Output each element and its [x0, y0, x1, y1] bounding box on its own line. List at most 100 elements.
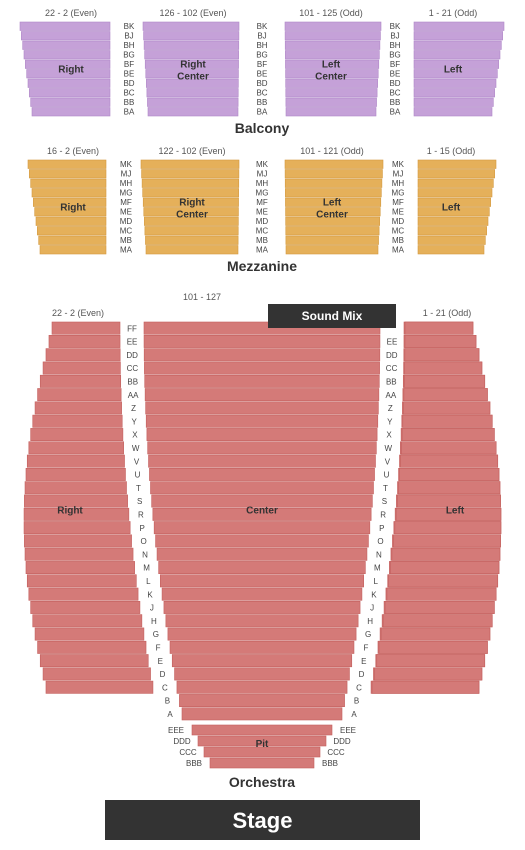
mezzanine-row[interactable] [142, 170, 239, 179]
balcony-row[interactable] [414, 51, 500, 60]
balcony-row[interactable] [286, 108, 376, 117]
orchestra-left-row[interactable] [390, 561, 499, 573]
mezzanine-row[interactable] [29, 170, 106, 179]
orchestra-right-row[interactable] [31, 428, 123, 440]
orchestra-right-row[interactable] [24, 535, 131, 547]
orchestra-center-row[interactable] [156, 535, 369, 547]
orchestra-left-row[interactable] [389, 575, 498, 587]
balcony-row[interactable] [414, 98, 493, 107]
orchestra-right-row[interactable] [27, 575, 136, 587]
mezzanine-row[interactable] [28, 160, 106, 169]
orchestra-left-row[interactable] [372, 681, 479, 693]
orchestra-center-row[interactable] [177, 681, 347, 693]
orchestra-right-row[interactable] [43, 362, 120, 374]
orchestra-center-row[interactable] [145, 389, 379, 401]
orchestra-center-row[interactable] [146, 415, 378, 427]
orchestra-left-row[interactable] [404, 389, 488, 401]
orchestra-right-row[interactable] [49, 335, 120, 347]
balcony-row[interactable] [414, 32, 503, 41]
orchestra-right-row[interactable] [27, 455, 124, 467]
orchestra-left-row[interactable] [377, 655, 485, 667]
mezzanine-row[interactable] [285, 189, 381, 198]
orchestra-center-row[interactable] [164, 601, 360, 613]
orchestra-right-row[interactable] [29, 442, 124, 454]
orchestra-left-row[interactable] [385, 601, 494, 613]
orchestra-center-row[interactable] [144, 349, 380, 361]
orchestra-center-row[interactable] [148, 442, 377, 454]
mezzanine-row[interactable] [418, 179, 493, 188]
pit-row[interactable] [210, 758, 314, 768]
balcony-row[interactable] [286, 89, 377, 98]
orchestra-center-row[interactable] [175, 668, 350, 680]
mezzanine-row[interactable] [285, 160, 383, 169]
mezzanine-row[interactable] [32, 189, 106, 198]
balcony-row[interactable] [31, 98, 110, 107]
balcony-row[interactable] [147, 98, 238, 107]
orchestra-left-row[interactable] [395, 522, 501, 534]
mezzanine-row[interactable] [39, 236, 106, 245]
orchestra-left-row[interactable] [398, 482, 499, 494]
mezzanine-row[interactable] [418, 170, 495, 179]
mezzanine-row[interactable] [37, 227, 106, 236]
orchestra-right-row[interactable] [52, 322, 120, 334]
orchestra-right-row[interactable] [40, 375, 120, 387]
orchestra-center-row[interactable] [162, 588, 362, 600]
balcony-row[interactable] [29, 89, 110, 98]
balcony-row[interactable] [143, 22, 239, 31]
balcony-row[interactable] [286, 98, 377, 107]
balcony-row[interactable] [414, 22, 504, 31]
mezzanine-row[interactable] [142, 179, 239, 188]
orchestra-left-row[interactable] [405, 349, 479, 361]
orchestra-right-row[interactable] [26, 561, 135, 573]
orchestra-center-row[interactable] [182, 708, 342, 720]
balcony-row[interactable] [414, 89, 495, 98]
mezzanine-row[interactable] [286, 246, 378, 255]
orchestra-right-row[interactable] [46, 349, 120, 361]
orchestra-right-row[interactable] [25, 548, 133, 560]
orchestra-right-row[interactable] [38, 641, 146, 653]
balcony-row[interactable] [147, 89, 238, 98]
mezzanine-row[interactable] [285, 170, 382, 179]
orchestra-left-row[interactable] [392, 548, 500, 560]
orchestra-center-row[interactable] [157, 548, 367, 560]
orchestra-left-row[interactable] [401, 442, 496, 454]
orchestra-center-row[interactable] [168, 628, 356, 640]
mezzanine-row[interactable] [286, 236, 379, 245]
orchestra-left-row[interactable] [405, 362, 482, 374]
orchestra-right-row[interactable] [24, 522, 130, 534]
mezzanine-row[interactable] [418, 246, 484, 255]
balcony-row[interactable] [145, 51, 239, 60]
balcony-row[interactable] [414, 108, 492, 117]
orchestra-right-row[interactable] [29, 588, 138, 600]
orchestra-left-row[interactable] [387, 588, 496, 600]
orchestra-right-row[interactable] [26, 468, 125, 480]
orchestra-right-row[interactable] [46, 681, 153, 693]
orchestra-left-row[interactable] [379, 641, 487, 653]
balcony-row[interactable] [144, 41, 239, 50]
orchestra-left-row[interactable] [381, 628, 490, 640]
orchestra-right-row[interactable] [31, 601, 140, 613]
orchestra-center-row[interactable] [159, 561, 366, 573]
orchestra-left-row[interactable] [403, 402, 490, 414]
balcony-row[interactable] [148, 108, 238, 117]
orchestra-center-row[interactable] [172, 655, 352, 667]
orchestra-center-row[interactable] [154, 522, 370, 534]
balcony-row[interactable] [414, 79, 496, 88]
mezzanine-row[interactable] [31, 179, 106, 188]
mezzanine-row[interactable] [418, 227, 487, 236]
orchestra-center-row[interactable] [145, 375, 380, 387]
orchestra-center-row[interactable] [144, 335, 380, 347]
orchestra-left-row[interactable] [405, 335, 476, 347]
orchestra-left-row[interactable] [404, 375, 484, 387]
orchestra-left-row[interactable] [405, 322, 473, 334]
balcony-row[interactable] [285, 22, 381, 31]
orchestra-left-row[interactable] [402, 428, 494, 440]
balcony-row[interactable] [285, 51, 379, 60]
mezzanine-row[interactable] [141, 160, 239, 169]
orchestra-center-row[interactable] [149, 468, 374, 480]
orchestra-right-row[interactable] [35, 628, 144, 640]
orchestra-left-row[interactable] [400, 468, 499, 480]
orchestra-right-row[interactable] [33, 415, 122, 427]
orchestra-left-row[interactable] [374, 668, 481, 680]
balcony-row[interactable] [144, 32, 239, 41]
